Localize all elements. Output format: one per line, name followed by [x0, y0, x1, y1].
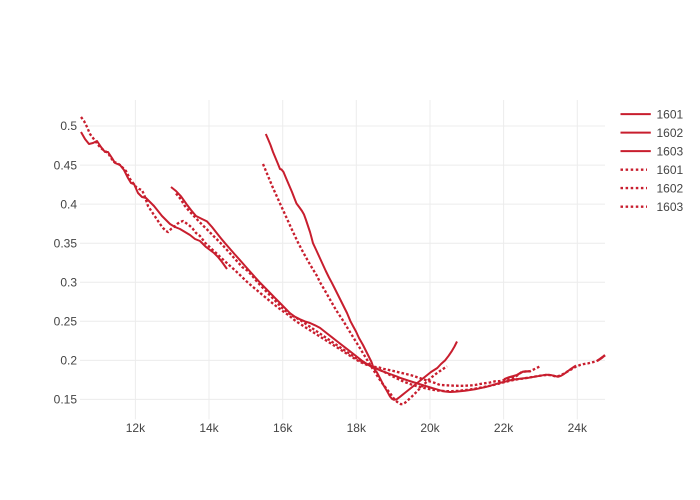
svg-text:1603: 1603	[657, 200, 684, 214]
svg-text:22k: 22k	[494, 421, 514, 435]
svg-text:1603: 1603	[657, 144, 684, 158]
svg-text:1601: 1601	[657, 107, 684, 121]
svg-text:0.2: 0.2	[60, 354, 77, 368]
svg-text:0.5: 0.5	[60, 119, 77, 133]
svg-text:0.3: 0.3	[60, 276, 77, 290]
svg-text:1601: 1601	[657, 163, 684, 177]
svg-text:0.4: 0.4	[60, 197, 77, 211]
svg-text:14k: 14k	[199, 421, 219, 435]
svg-text:1602: 1602	[657, 181, 684, 195]
svg-text:0.15: 0.15	[54, 393, 78, 407]
svg-text:0.35: 0.35	[54, 236, 78, 250]
svg-text:0.45: 0.45	[54, 158, 78, 172]
svg-text:18k: 18k	[347, 421, 367, 435]
svg-text:1602: 1602	[657, 126, 684, 140]
svg-text:12k: 12k	[126, 421, 146, 435]
svg-text:16k: 16k	[273, 421, 293, 435]
svg-text:20k: 20k	[420, 421, 440, 435]
svg-text:0.25: 0.25	[54, 315, 78, 329]
svg-text:24k: 24k	[568, 421, 588, 435]
